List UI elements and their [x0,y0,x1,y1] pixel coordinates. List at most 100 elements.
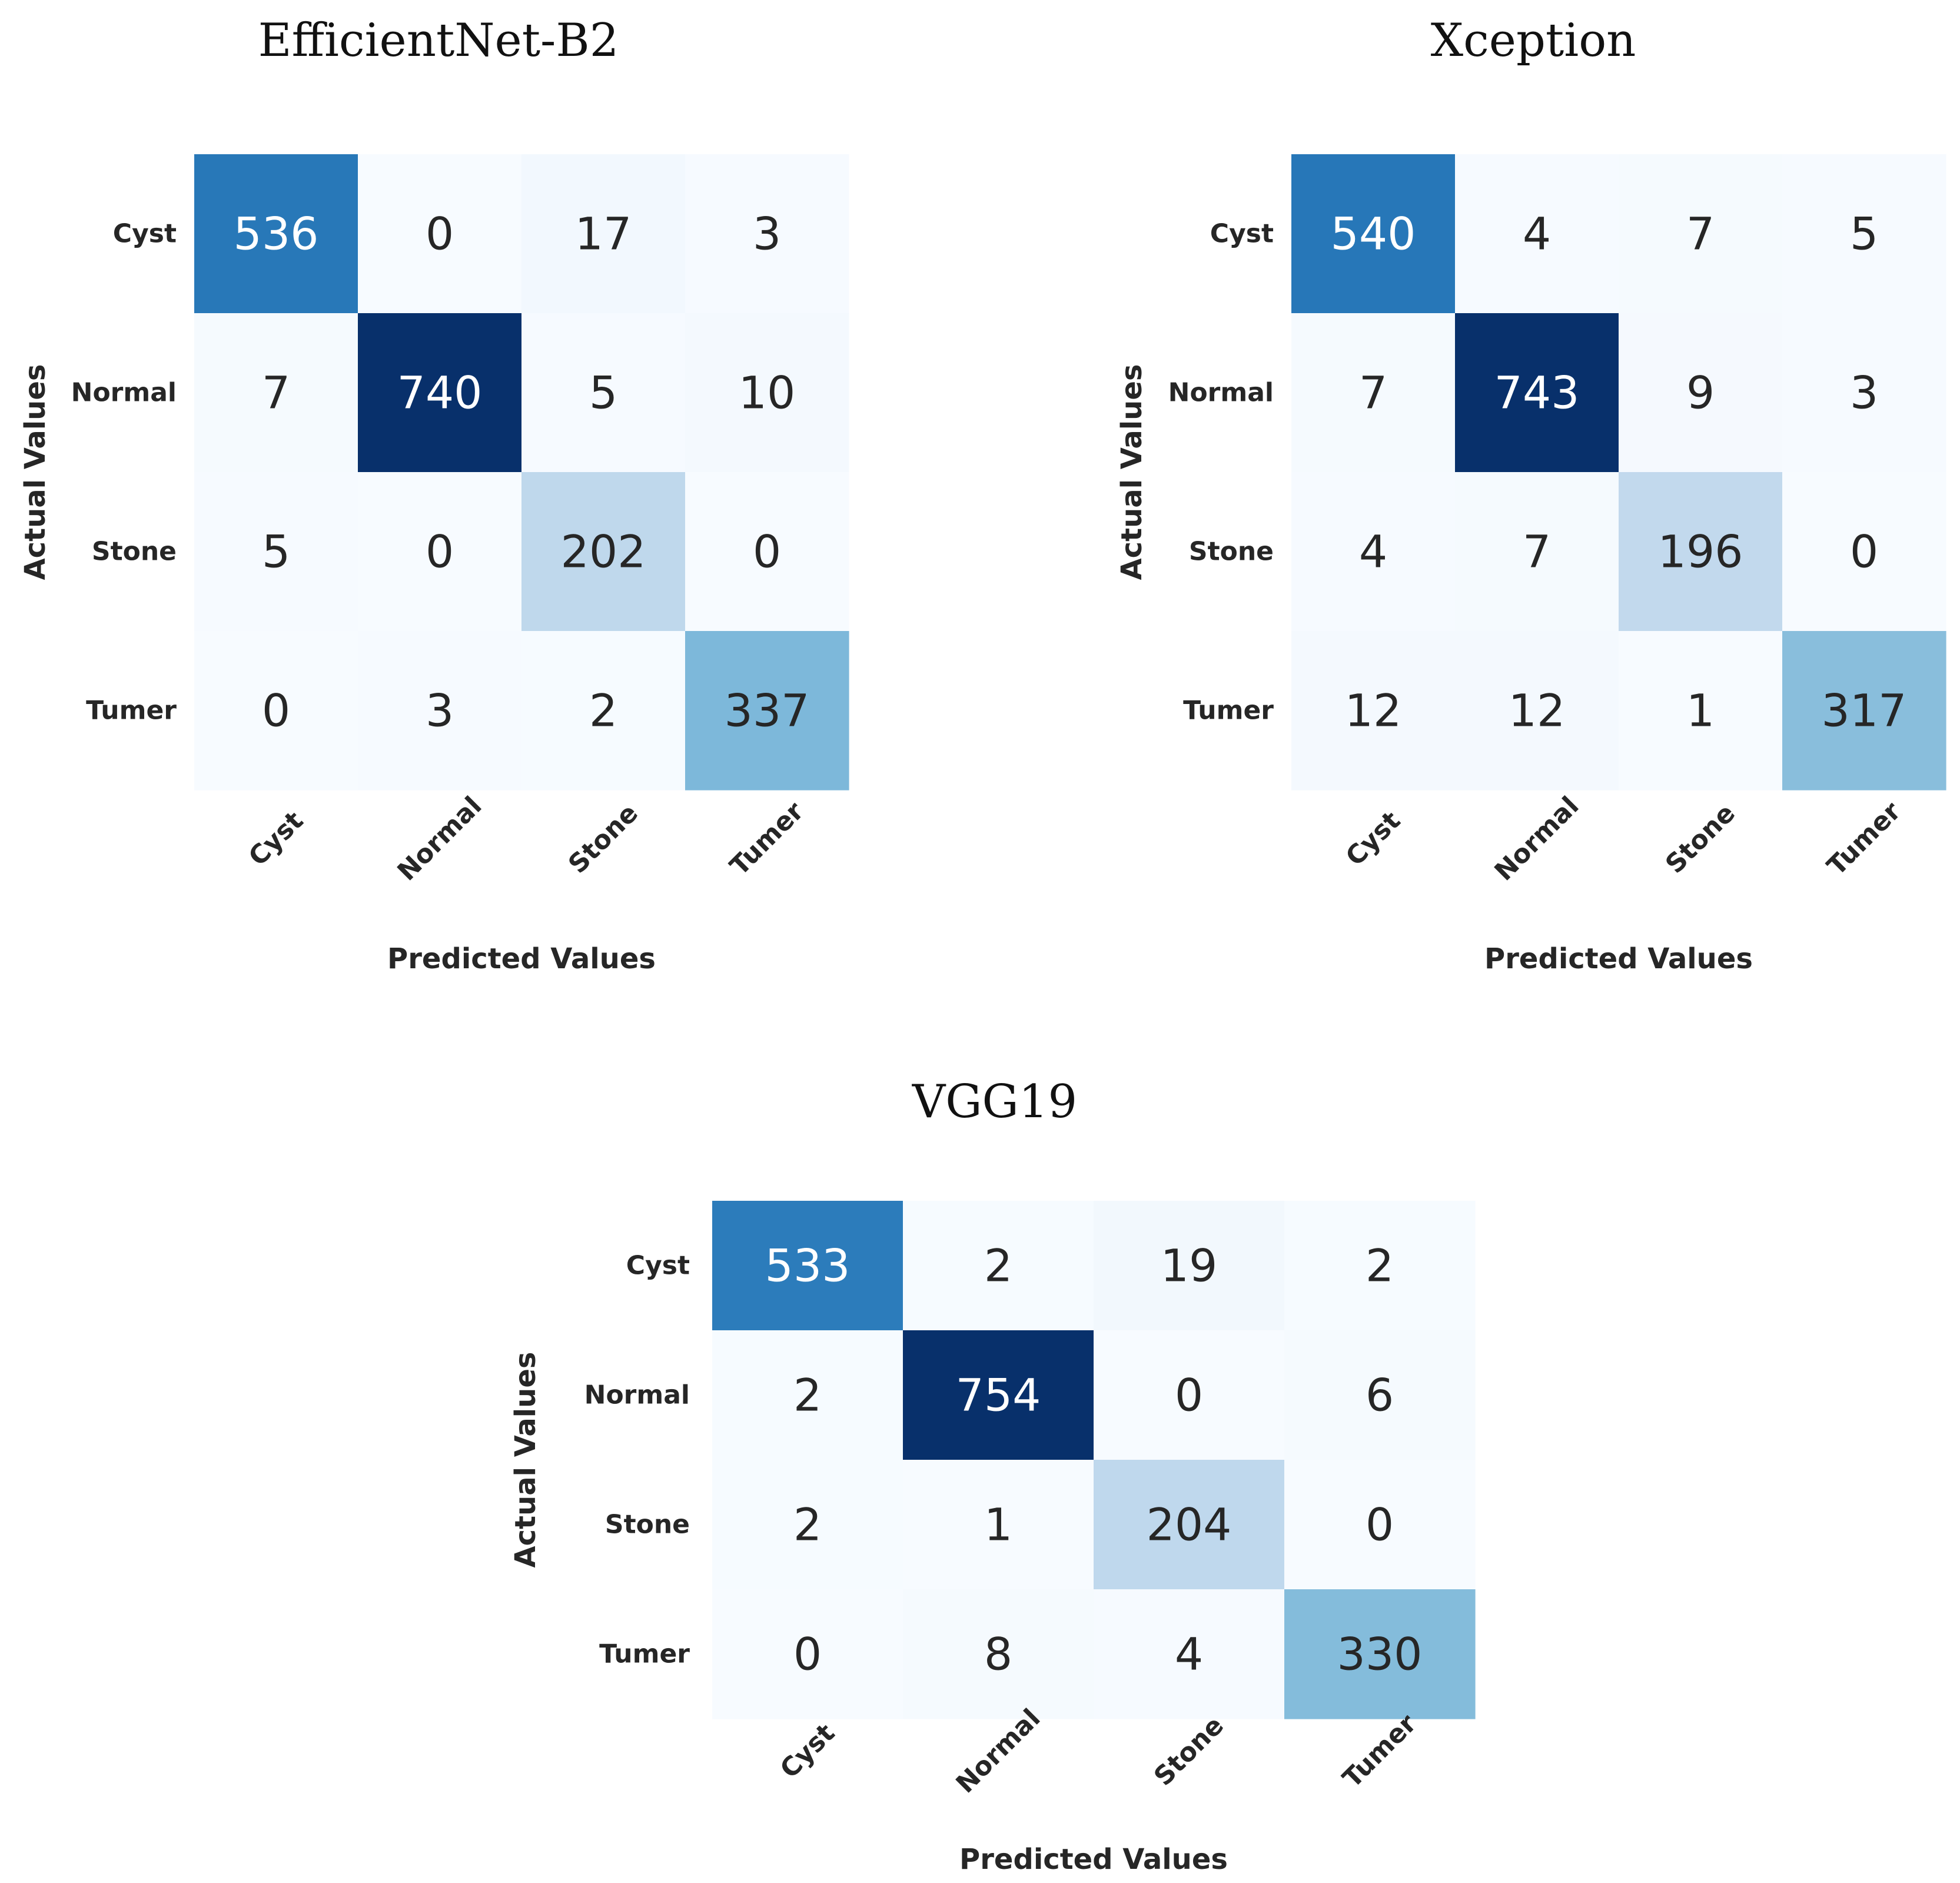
cell-value-label: 10 [739,367,796,419]
heatmap-cell [358,154,522,314]
heatmap-cell [1619,154,1783,314]
heatmap-cell [521,154,686,314]
x-tick-label: Cyst [243,806,310,872]
cell-value-label: 6 [1366,1369,1394,1422]
cell-value-label: 540 [1330,208,1416,260]
y-tick-label: Tumer [599,1639,690,1669]
heatmap-cell [685,154,849,314]
confusion-matrix-vgg19: VGG19 533 2 19 2 2 754 0 6 2 1 204 0 0 8 4 330 Cyst Normal… [509,1075,1476,1876]
heatmap-cell [1782,313,1946,473]
heatmap-cell [685,631,849,791]
cell-value-label: 0 [426,526,454,578]
cell-value-label: 0 [793,1628,822,1681]
heatmap-cell [1291,313,1456,473]
heatmap-cell [1455,472,1619,632]
cell-value-label: 12 [1345,685,1402,737]
heatmap-cell [521,313,686,473]
cell-value-label: 202 [560,526,646,578]
heatmap-cell [1284,1201,1476,1331]
heatmap-cell [903,1201,1094,1331]
y-tick-label: Cyst [626,1251,690,1281]
x-axis-label: Predicted Values [959,1843,1228,1876]
heatmap-cell [1284,1330,1476,1460]
y-tick-label: Tumer [86,696,177,726]
heatmap-cell [1619,313,1783,473]
cell-value-label: 0 [1366,1499,1394,1551]
cell-value-label: 7 [1359,367,1387,419]
heatmap-cell [521,631,686,791]
cell-value-label: 533 [765,1240,850,1292]
heatmap-cell [1291,631,1456,791]
cell-value-label: 317 [1821,685,1906,737]
x-tick-label: Normal [392,791,488,887]
cell-value-label: 4 [1523,208,1551,260]
heatmap-cell [712,1589,903,1719]
x-tick-label: Cyst [1340,806,1407,872]
heatmap-cell [712,1330,903,1460]
heatmap-cell [685,472,849,632]
heatmap-cell [1782,631,1946,791]
cell-value-label: 743 [1494,367,1579,419]
cell-value-label: 7 [1686,208,1715,260]
heatmap-cell [194,154,358,314]
x-tick-label: Tumer [1337,1708,1423,1794]
cell-value-label: 536 [233,208,318,260]
x-axis-label: Predicted Values [1484,942,1753,975]
heatmap-cell [1291,154,1456,314]
y-tick-label: Normal [71,378,177,408]
chart-title: EfficientNet-B2 [258,14,619,67]
cell-value-label: 0 [426,208,454,260]
heatmap-cell [1094,1201,1285,1331]
heatmap-cell [1782,154,1946,314]
heatmap-cell [1782,472,1946,632]
cell-value-label: 754 [955,1369,1041,1422]
heatmap-cell [903,1589,1094,1719]
cell-value-label: 4 [1359,526,1387,578]
cell-value-label: 9 [1686,367,1715,419]
heatmap-cell [358,313,522,473]
heatmap-cell [1455,631,1619,791]
heatmap-cell [1455,313,1619,473]
heatmap-cell [1094,1460,1285,1590]
heatmap-cell [194,472,358,632]
x-tick-label: Cyst [775,1718,841,1785]
chart-title: Xception [1431,14,1636,67]
heatmap-cell [194,631,358,791]
cell-value-label: 740 [397,367,482,419]
cell-value-label: 12 [1509,685,1566,737]
confusion-matrix-xception: Xception 540 4 7 5 7 743 9 3 4 7 196 0 12 12 1 317 Cyst No… [1115,14,1946,975]
y-tick-label: Cyst [1210,219,1274,249]
heatmap-cell [194,313,358,473]
heatmap-cell [685,313,849,473]
heatmap-cell [521,472,686,632]
x-tick-label: Stone [1660,798,1741,879]
cell-value-label: 7 [262,367,290,419]
y-axis-label: Actual Values [19,364,52,580]
heatmap-cell [1284,1460,1476,1590]
heatmap-cell [1094,1589,1285,1719]
x-tick-label: Tumer [1822,796,1907,881]
heatmap-cell [1455,154,1619,314]
cell-value-label: 7 [1523,526,1551,578]
cell-value-label: 2 [1366,1240,1394,1292]
heatmap-cell [1094,1330,1285,1460]
x-tick-label: Stone [1148,1711,1230,1792]
cell-value-label: 3 [426,685,454,737]
heatmap-cell [1284,1589,1476,1719]
cell-value-label: 0 [1175,1369,1203,1422]
cell-value-label: 3 [753,208,781,260]
y-tick-label: Normal [1168,378,1274,408]
cell-value-label: 2 [793,1499,822,1551]
heatmap-cell [1619,631,1783,791]
heatmap-cell [1291,472,1456,632]
cell-value-label: 5 [1850,208,1878,260]
cell-value-label: 0 [753,526,781,578]
x-axis-label: Predicted Values [387,942,656,975]
heatmap-cell [712,1460,903,1590]
cell-value-label: 2 [793,1369,822,1422]
cell-value-label: 5 [589,367,617,419]
cell-value-label: 204 [1146,1499,1231,1551]
heatmap-cell [1619,472,1783,632]
